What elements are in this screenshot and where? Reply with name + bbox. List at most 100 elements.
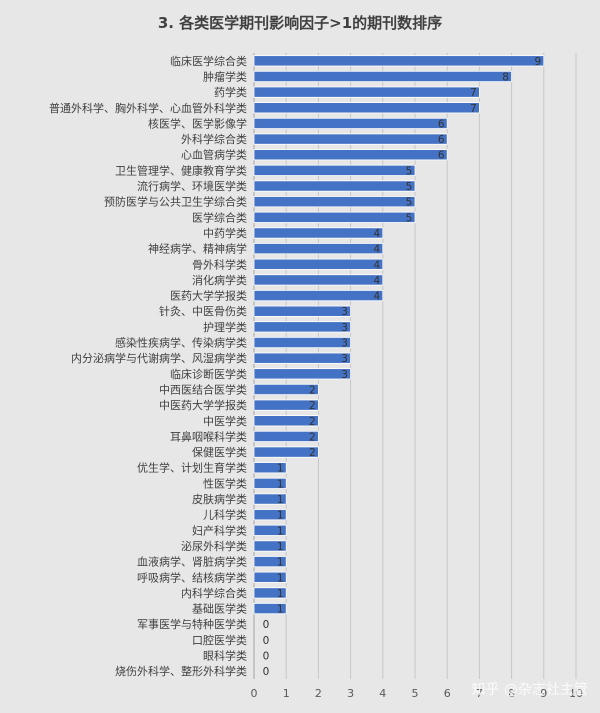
x-tick-label: 3 [347,687,354,700]
bar [253,540,287,552]
bar [253,164,416,176]
bar [253,321,351,333]
value-label: 0 [263,651,270,663]
value-label: 0 [263,666,270,678]
value-label: 1 [277,572,284,584]
bar [253,290,384,302]
x-tick-label: 6 [444,687,451,700]
bar [253,524,287,536]
bar [253,493,287,505]
bar [253,336,351,349]
category-label: 流行病学、环境医学类 [137,179,247,193]
category-label: 外科学综合类 [181,132,247,146]
category-label: 保健医学类 [192,445,247,459]
category-label: 妇产科学类 [192,523,247,537]
category-label: 优生学、计划生育学类 [137,461,247,475]
bar [253,55,545,67]
bar [253,227,384,239]
category-label: 神经病学、精神病学 [148,242,247,256]
value-label: 3 [341,353,348,365]
category-label: 预防医学与公共卫生学综合类 [104,195,247,209]
bar [253,149,448,161]
category-label: 眼科学类 [203,649,247,663]
category-label: 耳鼻咽喉科学类 [170,429,247,443]
category-label: 皮肤病学类 [192,492,247,506]
x-tick-label: 5 [412,687,419,700]
category-label: 口腔医学类 [192,633,247,647]
category-label: 内分泌病学与代谢病学、风湿病学类 [71,351,247,365]
category-label: 药学类 [214,85,247,99]
bar [253,587,287,599]
category-label: 护理学类 [203,320,247,334]
bar [253,86,480,98]
bar [253,305,351,317]
value-label: 4 [373,259,380,271]
category-label: 消化病学类 [192,273,247,287]
bar [253,133,448,145]
value-label: 7 [470,87,477,99]
value-label: 3 [341,322,348,334]
category-label: 基础医学类 [192,602,247,616]
value-label: 5 [406,197,413,209]
value-label: 6 [438,134,445,146]
x-tick-label: 2 [315,687,322,700]
bar [253,368,351,380]
value-label: 1 [277,478,284,490]
value-label: 0 [263,619,270,631]
value-label: 1 [277,604,284,616]
category-label: 中医学类 [203,414,247,428]
category-labels: 临床医学综合类肿瘤学类药学类普通外科学、胸外科学、心血管外科学类核医学、医学影像… [49,54,247,678]
value-label: 5 [406,212,413,224]
bar [253,556,287,568]
category-label: 中药学类 [203,226,247,240]
x-tick-label: 9 [540,687,547,700]
value-label: 1 [277,588,284,600]
value-label: 3 [341,369,348,381]
x-tick-label: 0 [251,687,258,700]
bar [253,477,287,489]
bar [253,383,319,396]
bar [253,603,287,615]
x-axis-ticks: 0 1 2 3 4 5 6 7 8 9 10 [251,687,584,700]
bar [253,430,319,442]
category-label: 卫生管理学、健康教育学类 [115,163,247,177]
value-label: 1 [277,494,284,506]
bar [253,117,448,129]
value-label: 7 [470,103,477,115]
watermark: 知乎 @杂志社主管 [472,681,588,698]
value-label: 8 [502,71,509,83]
category-label: 中医药大学学报类 [159,398,247,412]
x-tick-label: 10 [569,687,583,700]
bars [253,55,545,615]
bar [253,258,384,270]
value-label: 3 [341,306,348,318]
value-label: 9 [534,56,541,68]
category-label: 儿科学类 [203,508,247,522]
chart-title: 3. 各类医学期刊影响因子>1的期刊数排序 [158,14,442,32]
value-label: 1 [277,525,284,537]
category-label: 针灸、中医骨伤类 [159,304,247,318]
bar [253,509,287,521]
bar [253,196,416,208]
value-label: 4 [373,228,380,240]
value-label: 0 [263,635,270,647]
value-label: 4 [373,291,380,303]
bar [253,399,319,411]
category-label: 医药大学学报类 [170,289,247,303]
bar [253,446,319,458]
category-label: 核医学、医学影像学 [148,116,247,130]
value-label: 5 [406,165,413,177]
value-label: 1 [277,463,284,475]
category-label: 中西医结合医学类 [159,382,247,396]
x-tick-label: 4 [379,687,386,700]
value-label: 1 [277,541,284,553]
bar [253,571,287,583]
bar [253,462,287,474]
bar [253,211,416,223]
category-label: 性医学类 [203,476,247,490]
category-label: 内科学综合类 [181,586,247,600]
value-label: 2 [309,400,316,412]
value-label: 5 [406,181,413,193]
bar [253,274,384,286]
